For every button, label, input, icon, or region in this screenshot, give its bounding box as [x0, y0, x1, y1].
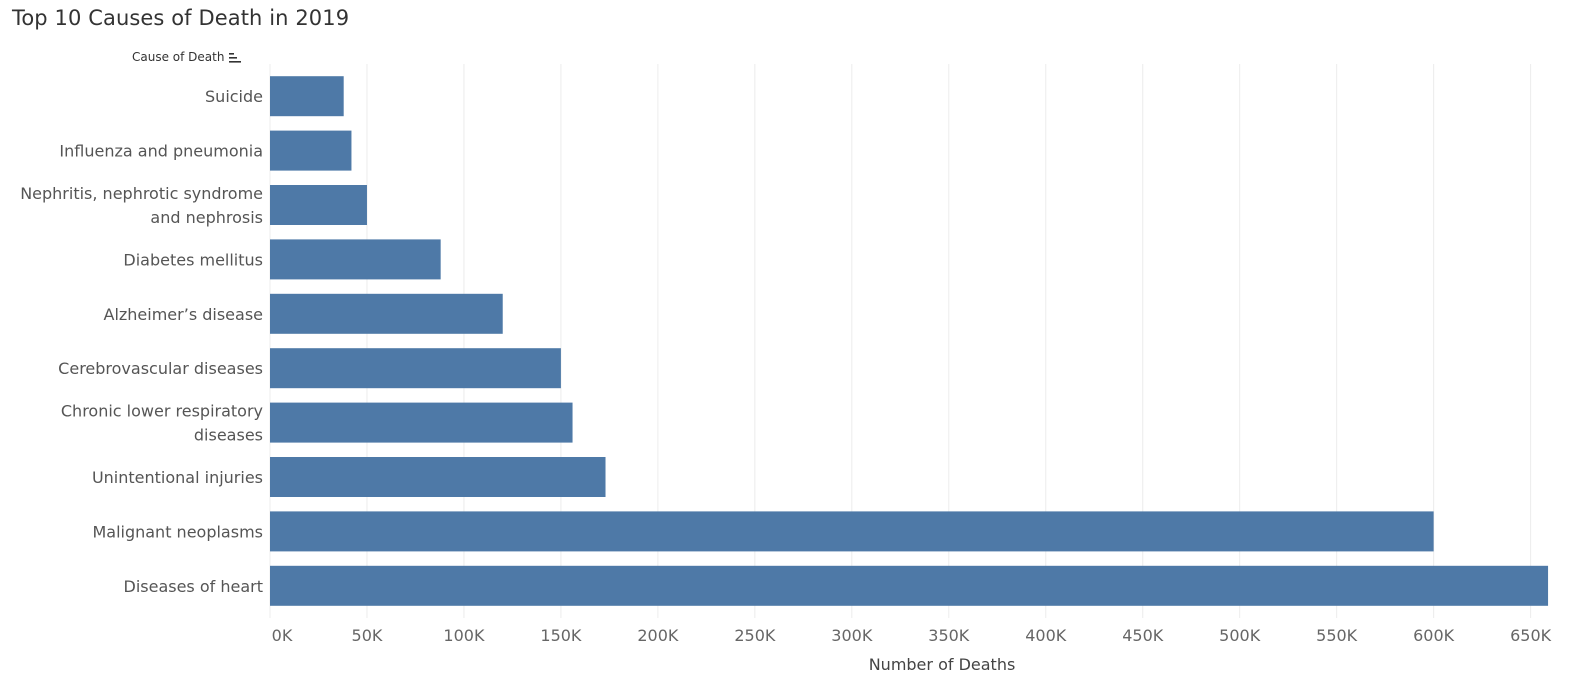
category-label-line: Nephritis, nephrotic syndrome: [20, 184, 263, 203]
category-label-line: Cerebrovascular diseases: [58, 359, 263, 378]
category-label-line: Unintentional injuries: [92, 468, 263, 487]
category-label: Malignant neoplasms: [92, 522, 263, 541]
category-label: Influenza and pneumonia: [59, 142, 263, 161]
category-label: Chronic lower respiratory diseases: [61, 402, 263, 445]
category-label: Suicide: [205, 87, 263, 106]
x-axis-ticks: 0K 50K 100K 150K 200K 250K 300K 350K 400K 450K 500…: [272, 626, 1552, 645]
category-label: Diseases of heart: [124, 577, 264, 596]
category-label-line: Chronic lower respiratory: [61, 402, 263, 421]
field-header-label: Cause of Death: [132, 50, 225, 64]
x-tick-label: 450K: [1122, 626, 1164, 645]
x-tick-label: 0K: [272, 626, 293, 645]
field-header[interactable]: Cause of Death: [132, 50, 242, 64]
chart-title: Top 10 Causes of Death in 2019: [12, 6, 350, 30]
bar[interactable]: [270, 239, 441, 280]
category-label-line: Diabetes mellitus: [123, 250, 263, 269]
x-tick-label: 50K: [352, 626, 383, 645]
x-tick-label: 650K: [1510, 626, 1552, 645]
x-axis-title: Number of Deaths: [869, 655, 1016, 674]
bar[interactable]: [270, 565, 1549, 606]
x-tick-label: 250K: [734, 626, 776, 645]
x-tick-label: 400K: [1025, 626, 1067, 645]
category-label-line: diseases: [194, 426, 263, 445]
category-label-line: Influenza and pneumonia: [59, 142, 263, 161]
category-label-line: and nephrosis: [150, 208, 263, 227]
category-label: Alzheimer’s disease: [104, 305, 264, 324]
x-tick-label: 600K: [1413, 626, 1455, 645]
x-tick-label: 550K: [1316, 626, 1358, 645]
bars: [270, 76, 1549, 606]
category-label: Nephritis, nephrotic syndrome and nephros…: [20, 184, 263, 227]
bar[interactable]: [270, 185, 367, 225]
x-tick-label: 200K: [637, 626, 679, 645]
x-tick-label: 300K: [831, 626, 873, 645]
category-label-line: Diseases of heart: [124, 577, 264, 596]
bar[interactable]: [270, 457, 606, 497]
x-tick-label: 100K: [443, 626, 485, 645]
category-label-line: Alzheimer’s disease: [104, 305, 264, 324]
bar[interactable]: [270, 511, 1434, 552]
sort-descending-icon[interactable]: [228, 52, 242, 64]
category-label-line: Malignant neoplasms: [92, 522, 263, 541]
category-label: Unintentional injuries: [92, 468, 263, 487]
x-tick-label: 350K: [928, 626, 970, 645]
category-label: Diabetes mellitus: [123, 250, 263, 269]
x-tick-label: 500K: [1219, 626, 1261, 645]
bar[interactable]: [270, 76, 344, 117]
bar[interactable]: [270, 402, 573, 443]
bar[interactable]: [270, 293, 503, 334]
bar[interactable]: [270, 130, 352, 171]
category-labels: Suicide Influenza and pneumonia Nephritis,…: [20, 87, 263, 596]
bar[interactable]: [270, 348, 561, 389]
category-label-line: Suicide: [205, 87, 263, 106]
category-label: Cerebrovascular diseases: [58, 359, 263, 378]
x-tick-label: 150K: [540, 626, 582, 645]
